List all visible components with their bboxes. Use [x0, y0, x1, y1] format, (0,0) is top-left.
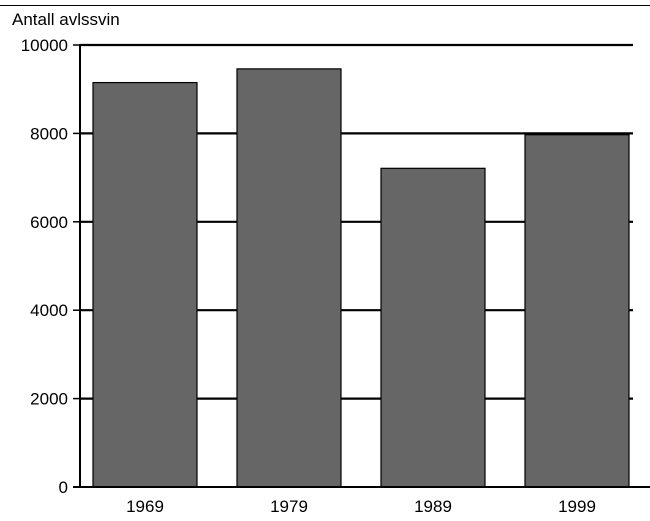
y-axis-title: Antall avlssvin	[12, 10, 120, 29]
y-tick-labels: 0 2000 4000 6000 8000 10000	[21, 36, 68, 497]
x-tick-label: 1999	[558, 497, 596, 516]
y-tick-label: 10000	[21, 36, 68, 55]
axes	[73, 44, 650, 488]
y-tick-label: 4000	[30, 301, 68, 320]
x-tick-label: 1969	[126, 497, 164, 516]
bar	[380, 167, 486, 488]
y-tick-label: 0	[59, 478, 68, 497]
x-tick-labels: 1969 1979 1989 1999	[126, 497, 596, 516]
x-tick-label: 1979	[270, 497, 308, 516]
bars	[92, 68, 630, 488]
x-tick-label: 1989	[414, 497, 452, 516]
bar	[92, 81, 198, 488]
y-tick-label: 2000	[30, 390, 68, 409]
y-tick-label: 8000	[30, 124, 68, 143]
bar	[524, 134, 630, 488]
y-tick-label: 6000	[30, 213, 68, 232]
bar	[236, 68, 342, 488]
